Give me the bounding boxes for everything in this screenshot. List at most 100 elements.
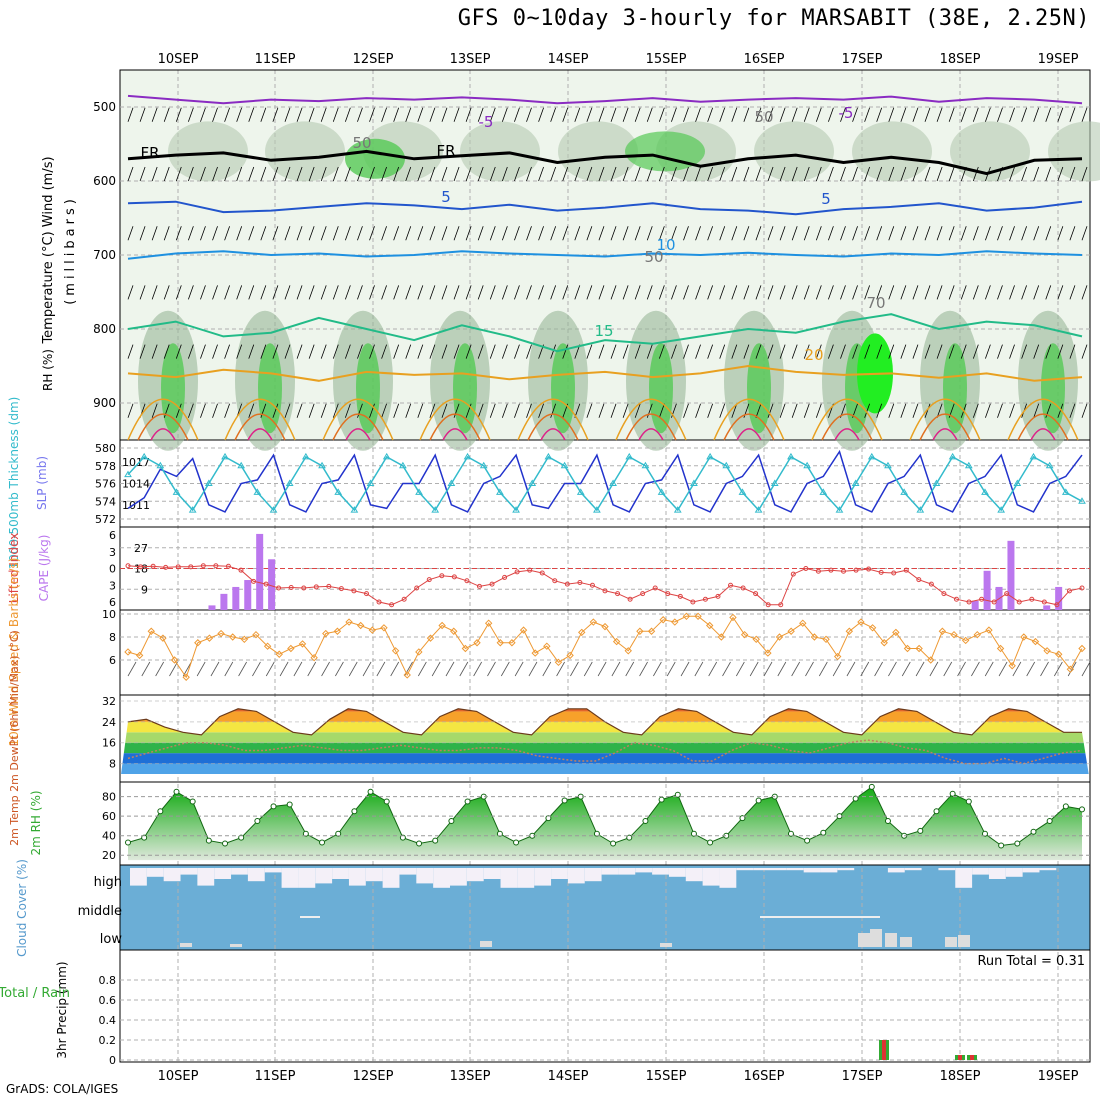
cloud-panel-bg bbox=[120, 865, 1090, 950]
wind-barb bbox=[876, 344, 883, 359]
wind-barb bbox=[405, 107, 412, 122]
wind-barb bbox=[538, 285, 544, 300]
wind-barb bbox=[634, 403, 641, 418]
rh-point bbox=[270, 803, 277, 810]
li-tick: 6 bbox=[109, 529, 116, 542]
date-label-top: 11SEP bbox=[255, 52, 296, 67]
rh-shade-core bbox=[649, 343, 673, 434]
wind-barb bbox=[405, 285, 412, 300]
wind-barb bbox=[550, 285, 557, 300]
wind-barb bbox=[212, 226, 218, 241]
cloud-high-bar bbox=[1005, 868, 1023, 877]
thickness-point bbox=[350, 506, 359, 513]
surface-wind-barb bbox=[1081, 661, 1091, 677]
thickness-point bbox=[932, 479, 941, 486]
wind-speed-point bbox=[345, 618, 353, 626]
wind-barb bbox=[707, 107, 714, 122]
wind-barb bbox=[598, 344, 605, 359]
thickness-point bbox=[463, 452, 472, 460]
isotherm-arch bbox=[224, 398, 296, 441]
wind-barb bbox=[562, 226, 569, 241]
wind-barb bbox=[1069, 403, 1076, 418]
wind-barb bbox=[344, 226, 351, 241]
wind-barb bbox=[900, 226, 907, 241]
precip-convective-bar bbox=[970, 1055, 974, 1060]
wind-barb bbox=[936, 226, 943, 241]
date-label-top: 15SEP bbox=[646, 52, 687, 67]
wind-barb bbox=[465, 344, 472, 359]
wind-tick: 8 bbox=[109, 631, 116, 644]
wind-barb bbox=[876, 403, 883, 418]
lifted-index-point bbox=[150, 563, 156, 569]
precip-tick: 0.6 bbox=[99, 994, 117, 1007]
wind-barb bbox=[840, 166, 846, 182]
wind-speed-point bbox=[740, 630, 749, 639]
wind-barb bbox=[912, 107, 919, 122]
wind-barb bbox=[948, 107, 955, 122]
date-label-bottom: 18SEP bbox=[940, 1069, 981, 1084]
lifted-index-point bbox=[627, 596, 633, 602]
chart-title: GFS 0~10day 3-hourly for MARSABIT (38E, … bbox=[457, 6, 1090, 31]
wind-speed-point bbox=[275, 650, 283, 658]
wind-barb bbox=[357, 403, 363, 418]
isotherm-arch bbox=[919, 413, 971, 441]
date-label-bottom: 12SEP bbox=[353, 1069, 394, 1084]
wind-barb bbox=[622, 403, 629, 418]
pressure-tick: 800 bbox=[93, 322, 116, 336]
cape-bar bbox=[244, 580, 252, 610]
wind-speed-point bbox=[845, 627, 854, 635]
wind-barb bbox=[550, 226, 557, 241]
wind-barb bbox=[417, 107, 424, 122]
contour-label: FR bbox=[436, 142, 455, 160]
cloud-high-bar bbox=[702, 868, 720, 886]
wind-barb bbox=[671, 285, 677, 300]
wind-barb bbox=[332, 166, 339, 182]
cloud-level-label: middle bbox=[78, 904, 122, 919]
thickness-point bbox=[188, 506, 197, 513]
wind-barb bbox=[683, 403, 689, 418]
wind-barb bbox=[803, 166, 810, 182]
temp-axis-label: 2m Temp 2m DewPt (6hr Min/Max) (°C) bbox=[8, 630, 21, 846]
lifted-index-point bbox=[552, 578, 558, 584]
wind-barb bbox=[393, 107, 400, 122]
wind-barb bbox=[985, 403, 991, 418]
wind-barb bbox=[1057, 403, 1064, 418]
wind-barb bbox=[803, 285, 810, 300]
lifted-index-point bbox=[966, 599, 972, 605]
lifted-index-point bbox=[263, 581, 269, 587]
wind-speed-point bbox=[252, 630, 260, 639]
cape-bar bbox=[208, 605, 216, 610]
cloud-low-bar bbox=[480, 941, 492, 947]
wind-barb bbox=[840, 285, 846, 300]
wind-barb bbox=[200, 344, 206, 359]
surface-wind-barb bbox=[694, 661, 704, 677]
contour-label: 50 bbox=[644, 248, 663, 266]
rh-shade-core bbox=[551, 343, 575, 434]
wind-barb bbox=[610, 344, 617, 359]
wind-barb bbox=[200, 107, 206, 122]
rh-area bbox=[128, 786, 1082, 861]
lifted-index-point bbox=[1054, 602, 1060, 608]
contour-label: FR bbox=[140, 144, 159, 162]
cloud-high-bar bbox=[450, 868, 467, 886]
wind-barb bbox=[514, 226, 520, 241]
lifted-index-line bbox=[127, 565, 1083, 606]
wind-barb bbox=[828, 166, 834, 182]
lifted-index-point bbox=[790, 571, 796, 577]
wind-barb bbox=[357, 226, 363, 241]
lifted-index-point bbox=[514, 569, 520, 575]
wind-barb bbox=[284, 285, 291, 300]
wind-barb bbox=[1045, 166, 1052, 182]
rh-point bbox=[367, 788, 374, 795]
wind-barb bbox=[997, 285, 1003, 300]
wind-barb bbox=[622, 285, 629, 300]
wind-barb bbox=[308, 403, 315, 418]
wind-barb bbox=[224, 344, 230, 359]
wind-barb bbox=[417, 166, 424, 182]
wind-barb bbox=[344, 166, 351, 182]
wind-barb bbox=[441, 107, 448, 122]
wind-barb bbox=[707, 285, 714, 300]
wind-barb bbox=[634, 166, 641, 182]
wind-barb bbox=[1081, 226, 1088, 241]
lifted-index-point bbox=[527, 567, 533, 573]
